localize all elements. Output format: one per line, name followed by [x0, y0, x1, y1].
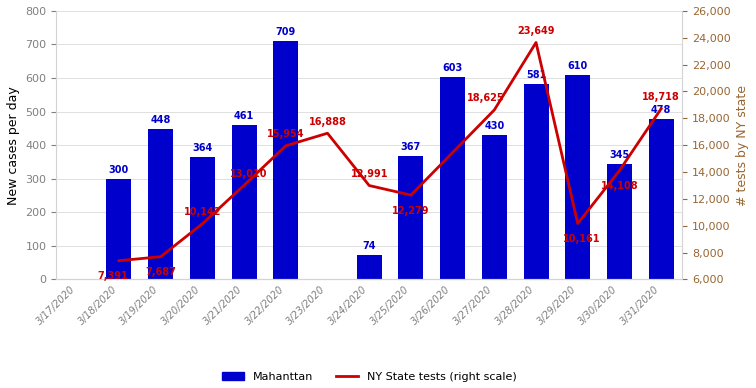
- Text: 10,142: 10,142: [184, 207, 221, 217]
- Text: 13,010: 13,010: [230, 168, 267, 178]
- Text: 430: 430: [484, 121, 504, 131]
- Bar: [649, 119, 674, 279]
- Text: 364: 364: [192, 143, 212, 153]
- Bar: [565, 75, 590, 279]
- Text: 23,649: 23,649: [517, 26, 555, 36]
- Bar: [231, 125, 256, 279]
- Bar: [398, 156, 423, 279]
- Text: 345: 345: [609, 150, 630, 159]
- Bar: [357, 255, 382, 279]
- Text: 461: 461: [234, 111, 254, 121]
- Text: 300: 300: [109, 165, 129, 175]
- Text: 610: 610: [568, 61, 588, 71]
- Text: 367: 367: [401, 142, 421, 152]
- Text: 18,718: 18,718: [643, 92, 680, 102]
- Bar: [607, 164, 632, 279]
- Bar: [107, 179, 132, 279]
- Bar: [523, 85, 549, 279]
- Y-axis label: New cases per day: New cases per day: [7, 86, 20, 204]
- Text: 603: 603: [442, 63, 463, 73]
- Bar: [482, 135, 507, 279]
- Text: 18,625: 18,625: [467, 93, 505, 103]
- Text: 74: 74: [362, 241, 376, 251]
- Text: 709: 709: [276, 28, 296, 38]
- Text: 448: 448: [150, 115, 171, 125]
- Text: 14,108: 14,108: [601, 181, 638, 191]
- Text: 12,279: 12,279: [392, 206, 429, 216]
- Text: 10,161: 10,161: [563, 234, 601, 244]
- Bar: [273, 42, 299, 279]
- Bar: [148, 129, 173, 279]
- Text: 7,687: 7,687: [145, 267, 176, 277]
- Bar: [190, 157, 215, 279]
- Text: 478: 478: [651, 105, 671, 115]
- Y-axis label: # tests by NY state: # tests by NY state: [736, 85, 749, 206]
- Text: 15,954: 15,954: [267, 129, 305, 139]
- Text: 7,391: 7,391: [98, 272, 128, 281]
- Text: 12,991: 12,991: [351, 169, 388, 179]
- Text: 16,888: 16,888: [308, 116, 346, 126]
- Text: 581: 581: [526, 70, 547, 80]
- Bar: [440, 77, 465, 279]
- Legend: Mahanttan, NY State tests (right scale): Mahanttan, NY State tests (right scale): [218, 368, 521, 386]
